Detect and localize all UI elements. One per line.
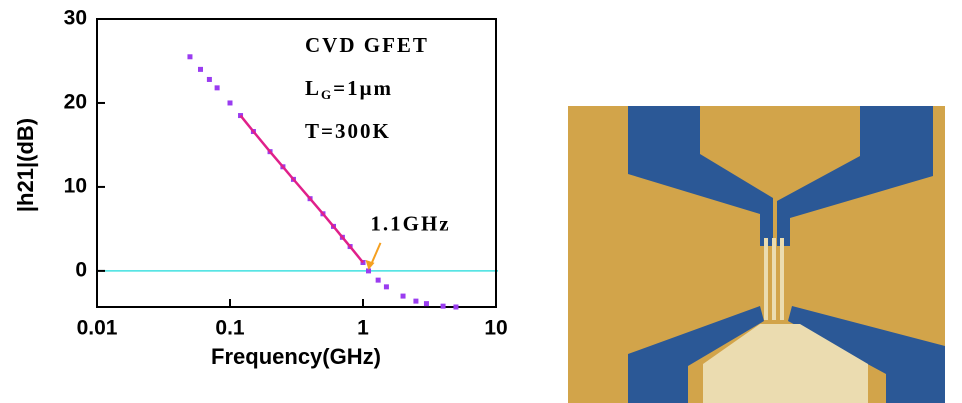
data-point xyxy=(384,284,389,289)
gate-length-sub: G xyxy=(321,87,333,102)
data-point xyxy=(215,85,220,90)
y-tick-label: 30 xyxy=(64,7,87,30)
page: {"chart_data": {"type": "scatter", "xlab… xyxy=(0,0,962,403)
plot-frame xyxy=(97,19,496,307)
data-point xyxy=(424,301,429,306)
gate-length-main: L xyxy=(305,76,321,100)
data-point xyxy=(413,299,418,304)
plot: 0.01 0.1 1 10 0 10 20 30 1.1GHz xyxy=(64,7,508,340)
temperature: T=300K xyxy=(305,119,391,143)
y-tick-label: 0 xyxy=(75,258,87,281)
x-tick-label: 0.1 xyxy=(215,317,245,340)
electrode xyxy=(780,238,784,320)
y-axis-label: |h21|(dB) xyxy=(13,118,38,212)
data-point xyxy=(453,305,458,310)
device-label: CVD GFET xyxy=(305,33,429,57)
data-point xyxy=(207,77,212,82)
electrode xyxy=(772,238,776,320)
x-axis-label: Frequency(GHz) xyxy=(211,344,381,369)
data-point xyxy=(228,100,233,105)
x-tick-label: 10 xyxy=(484,317,507,340)
x-tick-label: 1 xyxy=(357,317,369,340)
y-tick-label: 20 xyxy=(64,91,87,114)
data-point xyxy=(198,67,203,72)
y-tick-label: 10 xyxy=(64,174,87,197)
data-point xyxy=(401,294,406,299)
data-point xyxy=(187,54,192,59)
electrode xyxy=(764,238,768,320)
x-tick-label: 0.01 xyxy=(77,317,118,340)
gate-length: LG=1μm xyxy=(305,76,393,102)
figure: 0.010.111001020301.1GHz CVD GFET LG=1μm … xyxy=(0,0,962,403)
data-point xyxy=(376,278,381,283)
gate-length-tail: =1μm xyxy=(333,76,393,100)
data-point xyxy=(441,304,446,309)
micrograph xyxy=(568,106,945,403)
annotation: 1.1GHz xyxy=(370,212,450,236)
